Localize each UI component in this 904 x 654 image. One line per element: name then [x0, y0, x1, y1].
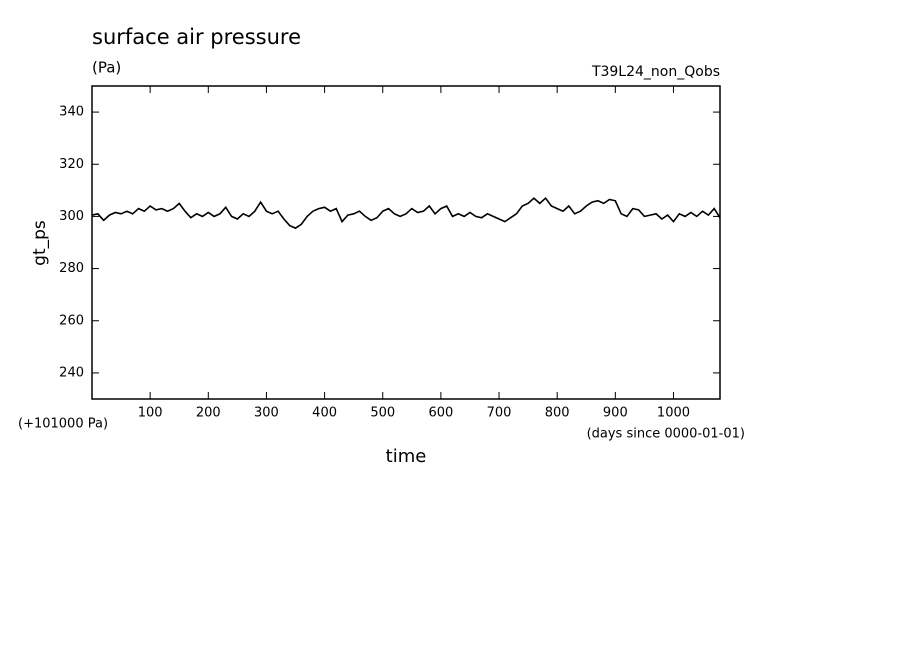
plot-frame [91, 85, 721, 400]
units-label: (Pa) [92, 59, 121, 77]
x-tick-label: 500 [370, 406, 395, 421]
x-tick-label: 100 [138, 406, 163, 421]
chart-title: surface air pressure [92, 25, 301, 49]
y-tick-label: 340 [59, 105, 84, 120]
x-tick-label: 600 [428, 406, 453, 421]
x-tick-label: 200 [196, 406, 221, 421]
x-units: (days since 0000-01-01) [587, 427, 745, 442]
y-tick-label: 320 [59, 157, 84, 172]
x-tick-label: 900 [603, 406, 628, 421]
x-tick-label: 1000 [657, 406, 690, 421]
y-axis-label: gt_ps [30, 220, 50, 266]
x-tick-label: 400 [312, 406, 337, 421]
y-tick-label: 260 [59, 313, 84, 328]
x-tick-label: 800 [545, 406, 570, 421]
series-line [91, 196, 721, 230]
subtitle: T39L24_non_Qobs [591, 64, 720, 80]
x-tick-label: 700 [487, 406, 512, 421]
y-tick-label: 280 [59, 261, 84, 276]
offset-note: (+101000 Pa) [18, 417, 108, 432]
y-tick-label: 240 [59, 365, 84, 380]
y-tick-label: 300 [59, 209, 84, 224]
x-axis-label: time [386, 446, 427, 467]
x-tick-label: 300 [254, 406, 279, 421]
